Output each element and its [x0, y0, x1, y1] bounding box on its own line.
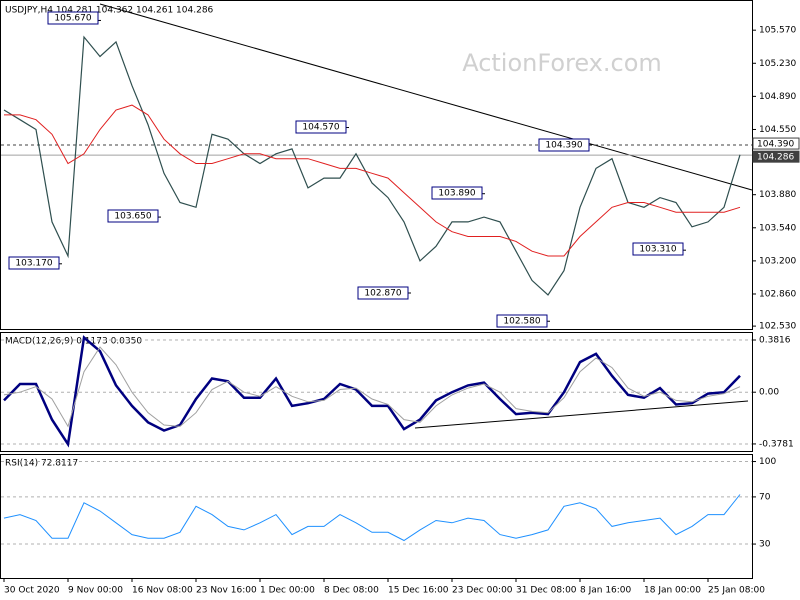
series-line: [3, 335, 741, 448]
annotation-box: [107, 209, 159, 223]
x-tick-label: 1 Dec 00:00: [260, 586, 315, 596]
annotation-box: [47, 11, 99, 25]
x-tick-label: 9 Nov 00:00: [68, 586, 123, 596]
annotation-label: 104.390: [545, 141, 582, 151]
y-tick-label: 105.230: [759, 59, 796, 69]
y-tick-label: 105.570: [759, 26, 796, 36]
y-tick-label: 103.540: [759, 223, 796, 233]
annotation-label: 103.170: [15, 259, 52, 269]
y-tick-label: 70: [759, 492, 771, 502]
y-tick-label: 0.3816: [759, 335, 791, 345]
annotation-box: [431, 186, 483, 200]
x-tick-label: 15 Dec 16:00: [388, 586, 449, 596]
series-line: [3, 346, 741, 428]
x-tick-label: 16 Nov 08:00: [132, 586, 193, 596]
y-tick-label: 103.200: [759, 256, 796, 266]
annotation-box: [8, 256, 60, 270]
x-tick-label: 23 Dec 00:00: [452, 586, 513, 596]
y-tick-label: 102.860: [759, 289, 796, 299]
y-tick-label: 102.530: [759, 322, 796, 332]
annotation-label: 103.650: [114, 212, 151, 222]
x-tick-label: 8 Dec 08:00: [324, 586, 379, 596]
macd-trend-line: [414, 400, 749, 429]
watermark: ActionForex.com: [462, 49, 662, 77]
price-panel: [0, 0, 753, 330]
annotation-label: 103.890: [438, 189, 475, 199]
annotation-box: [295, 120, 347, 134]
y-tick-label: -0.3781: [759, 439, 794, 449]
y-tick-label: 0.00: [759, 388, 779, 398]
annotation-box: [496, 314, 548, 328]
y-tick-label: 30: [759, 540, 771, 550]
price-title: USDJPY,H4 104.281 104.362 104.261 104.28…: [5, 6, 214, 16]
annotation-label: 105.670: [54, 14, 91, 24]
annotation-box: [357, 286, 409, 300]
level-label: 104.286: [757, 153, 794, 163]
rsi-title: RSI(14) 72.8117: [5, 459, 78, 469]
annotation-box: [538, 138, 590, 152]
x-tick-label: 23 Nov 16:00: [196, 586, 257, 596]
trend-line: [99, 3, 753, 191]
annotation-label: 102.580: [503, 317, 540, 327]
level-label-box: [752, 150, 800, 163]
y-tick-label: 103.880: [759, 190, 796, 200]
series-line: [3, 494, 741, 542]
macd-title: MACD(12,26,9) 0.1173 0.0350: [5, 337, 142, 347]
series-line: [3, 35, 741, 296]
x-tick-label: 25 Jan 08:00: [708, 586, 765, 596]
x-tick-label: 8 Jan 16:00: [580, 586, 632, 596]
annotation-box: [632, 242, 684, 256]
x-tick-label: 18 Jan 00:00: [644, 586, 701, 596]
rsi-panel: [0, 454, 753, 579]
y-tick-label: 104.890: [759, 92, 796, 102]
annotation-label: 104.570: [302, 123, 339, 133]
annotation-label: 102.870: [364, 289, 401, 299]
y-tick-label: 104.550: [759, 125, 796, 135]
level-label-box: [752, 137, 800, 150]
x-tick-label: 30 Oct 2020: [4, 586, 60, 596]
series-line: [4, 104, 741, 257]
x-tick-label: 31 Dec 08:00: [516, 586, 577, 596]
level-label: 104.390: [757, 140, 794, 150]
annotation-label: 103.310: [639, 245, 676, 255]
y-tick-label: 100: [759, 457, 776, 467]
